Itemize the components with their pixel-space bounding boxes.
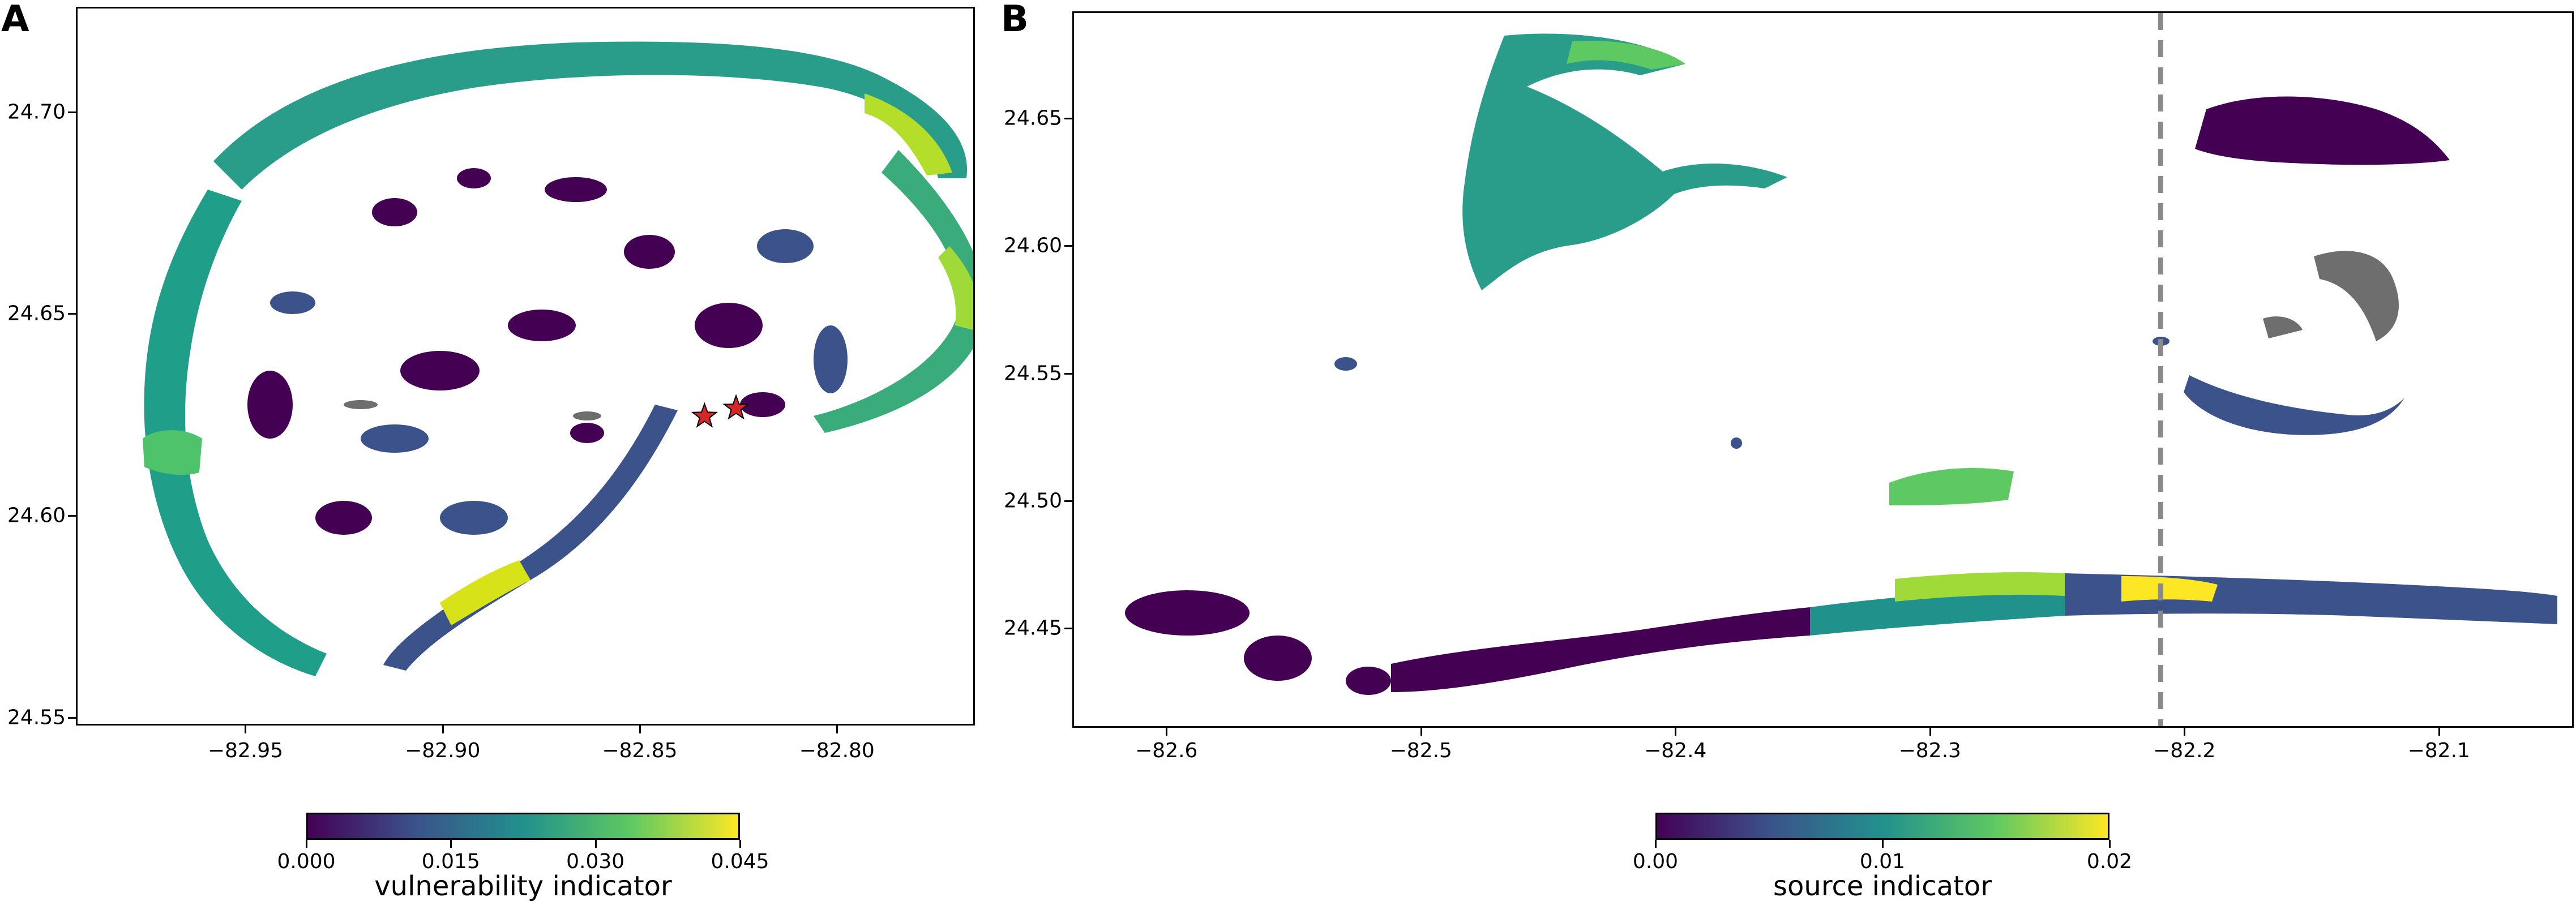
reef-south-band-yellow [2121,576,2218,602]
reef-rim-east-highlight [938,246,973,330]
y-tick-mark [1064,245,1072,247]
reef-west-lobe [144,190,327,676]
x-tick-label: −82.5 [1389,739,1452,762]
reef-east-mid [2184,375,2404,435]
star-marker-1 [691,402,718,428]
y-tick-label: 24.60 [1003,234,1062,257]
y-tick-mark [1064,372,1072,375]
y-tick-label: 24.45 [1003,616,1062,640]
no-data-gray-patches [344,400,601,420]
reef-southeast-arm [383,405,678,671]
interior-patch-reefs-blue [270,229,848,535]
y-tick-label: 24.50 [1003,489,1062,513]
star-marker-2 [722,394,750,420]
colorbar-tick-label: 0.015 [421,850,480,873]
x-tick-mark [442,726,444,733]
panel-b-reef-habitat-map [1125,13,2557,726]
y-tick-mark [68,313,76,315]
colorbar-tick-label: 0.030 [566,850,625,873]
colorbar-b-title: source indicator [1773,870,1992,902]
no-data-gray-inner [2263,316,2303,338]
colorbar-tick-mark [1882,840,1884,848]
reef-south-band-bright [1895,572,2065,602]
y-tick-label: 24.70 [7,100,66,123]
panel-a-reef-habitat-map [143,41,973,676]
colorbar-tick-mark [739,840,741,848]
x-tick-mark [1166,728,1168,736]
reef-rim-north [213,41,968,190]
colorbar-tick-label: 0.045 [711,850,769,873]
panel-a-map [76,7,975,726]
reef-rim-east [814,150,973,433]
x-tick-mark [2184,728,2186,736]
y-tick-label: 24.55 [7,706,66,729]
reef-west-highlight [143,430,202,475]
x-tick-mark [2438,728,2440,736]
reef-ne-dark [2195,96,2450,165]
colorbar-tick-label: 0.00 [1632,850,1679,873]
reef-rim-north-highlight [865,93,952,175]
y-tick-mark [1064,628,1072,630]
reef-southeast-highlight [440,560,530,625]
reef-south-band-dark [1391,607,1810,692]
panel-b-letter: B [1001,0,1029,40]
reef-west-patches [1125,590,1391,695]
colorbar-tick-mark [2109,840,2111,848]
y-tick-label: 24.65 [7,302,66,325]
x-tick-label: −82.80 [799,739,875,762]
colorbar-tick-label: 0.000 [277,850,336,873]
colorbar-tick-label: 0.02 [2086,850,2133,873]
x-tick-label: −82.2 [2153,739,2216,762]
x-tick-label: −82.1 [2407,739,2470,762]
x-tick-label: −82.4 [1644,739,1707,762]
reef-nw-highlight [1567,41,1685,70]
x-tick-mark [1675,728,1677,736]
x-tick-label: −82.6 [1135,739,1198,762]
colorbar-a-title: vulnerability indicator [374,870,672,902]
colorbar-tick-label: 0.01 [1859,850,1906,873]
reef-south-band-mid [1810,585,2065,636]
colorbar-tick-mark [450,840,452,848]
y-tick-label: 24.65 [1003,106,1062,130]
y-tick-mark [68,716,76,719]
y-tick-mark [1064,118,1072,120]
reef-nw-lobe [1462,33,1787,290]
y-tick-mark [1064,500,1072,503]
colorbar-tick-mark [594,840,597,848]
x-tick-mark [245,726,247,733]
x-tick-mark [1420,728,1422,736]
x-tick-mark [639,726,641,733]
x-tick-label: −82.90 [405,739,481,762]
colorbar-tick-mark [306,840,307,848]
x-tick-mark [1929,728,1931,736]
x-tick-mark [836,726,838,733]
x-tick-label: −82.85 [602,739,678,762]
reef-small-dots [1334,337,2170,449]
no-data-gray-ring [2314,251,2399,341]
reef-center-band [1889,468,2014,505]
x-tick-label: −82.3 [1898,739,1961,762]
y-tick-mark [68,514,76,517]
x-tick-label: −82.95 [207,739,284,762]
interior-patch-reefs [247,168,785,535]
y-tick-mark [68,111,76,113]
panel-b-map [1072,11,2574,728]
colorbar-b [1655,813,2109,840]
y-tick-label: 24.55 [1003,362,1062,385]
panel-a-letter: A [1,0,29,40]
colorbar-a [306,813,740,840]
colorbar-tick-mark [1655,840,1657,848]
y-tick-label: 24.60 [7,504,66,527]
